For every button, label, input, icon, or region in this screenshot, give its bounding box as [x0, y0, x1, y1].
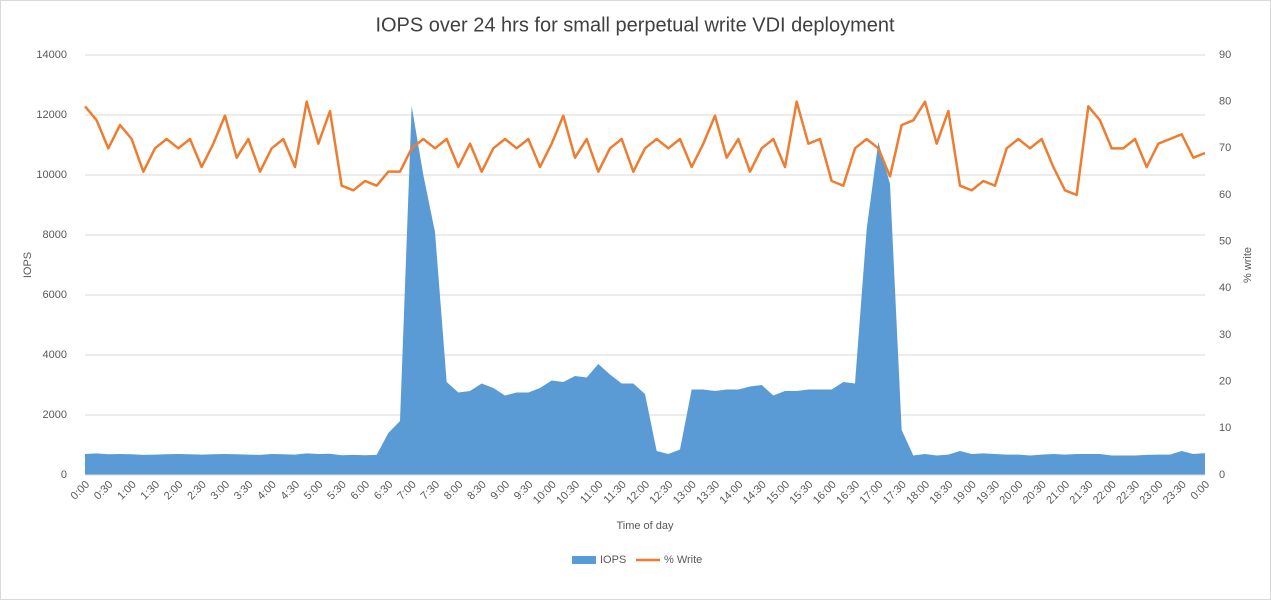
y-axis-title: IOPS	[22, 252, 34, 278]
legend-label: IOPS	[600, 554, 626, 566]
iops-area	[85, 106, 1205, 475]
y2-tick-label: 40	[1219, 282, 1231, 294]
y2-tick-label: 30	[1219, 329, 1231, 341]
y2-tick-label: 50	[1219, 236, 1231, 248]
y2-axis-title: % write	[1242, 247, 1254, 283]
y2-tick-label: 0	[1219, 469, 1225, 481]
y-tick-label: 12000	[36, 109, 67, 121]
y-tick-label: 4000	[43, 349, 67, 361]
y2-tick-label: 20	[1219, 376, 1231, 388]
y-tick-label: 8000	[43, 229, 67, 241]
y2-tick-label: 80	[1219, 96, 1231, 108]
y2-tick-label: 60	[1219, 189, 1231, 201]
y-tick-label: 6000	[43, 289, 67, 301]
y2-tick-label: 70	[1219, 142, 1231, 154]
y-tick-label: 2000	[43, 409, 67, 421]
y-tick-label: 14000	[36, 49, 67, 61]
legend-label: % Write	[664, 554, 702, 566]
chart-title: IOPS over 24 hrs for small perpetual wri…	[375, 14, 895, 36]
y2-tick-label: 90	[1219, 49, 1231, 61]
y-tick-label: 0	[61, 469, 67, 481]
y-tick-label: 10000	[36, 169, 67, 181]
x-axis-title: Time of day	[616, 520, 674, 532]
write-line	[84, 100, 1206, 197]
legend-swatch	[572, 556, 596, 564]
y2-tick-label: 10	[1219, 422, 1231, 434]
